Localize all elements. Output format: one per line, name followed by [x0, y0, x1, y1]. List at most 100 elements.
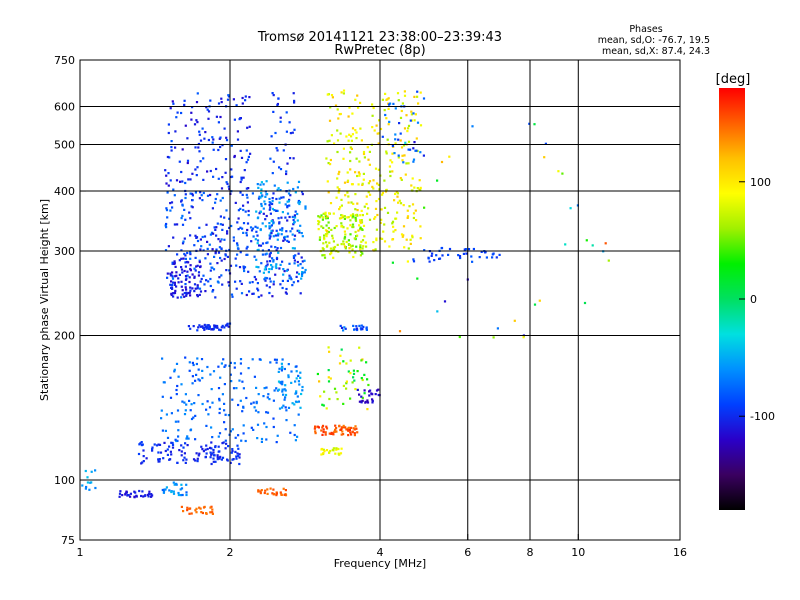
scatter-point: [197, 146, 200, 149]
scatter-point: [228, 248, 231, 252]
scatter-point: [264, 266, 267, 269]
scatter-point: [203, 235, 207, 238]
scatter-point: [258, 358, 261, 361]
scatter-point: [326, 93, 329, 96]
scatter-point: [231, 450, 234, 453]
scatter-point: [279, 283, 282, 286]
scatter-point: [352, 372, 356, 375]
scatter-point: [277, 217, 280, 220]
scatter-point: [366, 146, 369, 149]
scatter-point: [207, 117, 210, 120]
scatter-point: [281, 229, 284, 232]
scatter-point: [228, 217, 231, 220]
scatter-point: [271, 92, 274, 95]
scatter-point: [182, 240, 185, 243]
scatter-point: [175, 482, 178, 485]
scatter-point: [234, 436, 237, 439]
scatter-point: [363, 373, 366, 376]
scatter-point: [313, 427, 316, 430]
scatter-point: [180, 199, 183, 202]
scatter-point: [199, 325, 202, 328]
scatter-point: [171, 271, 174, 274]
scatter-point: [349, 359, 352, 362]
scatter-point: [189, 192, 192, 195]
scatter-point: [195, 507, 198, 510]
scatter-point: [393, 152, 396, 155]
scatter-point: [226, 324, 229, 327]
scatter-point: [236, 444, 239, 447]
scatter-point: [415, 137, 418, 140]
scatter-point: [170, 293, 173, 297]
scatter-point: [284, 494, 288, 497]
scatter-point: [375, 228, 378, 231]
scatter-point: [171, 277, 175, 280]
scatter-point: [205, 512, 208, 515]
scatter-point: [263, 200, 266, 203]
scatter-point: [412, 147, 415, 150]
scatter-point: [368, 150, 371, 153]
scatter-point: [283, 493, 286, 496]
scatter-point: [202, 450, 205, 453]
scatter-point: [221, 393, 224, 396]
scatter-point: [197, 274, 200, 277]
scatter-point: [347, 429, 350, 432]
scatter-point: [379, 221, 382, 224]
scatter-point: [205, 223, 208, 226]
scatter-point: [396, 195, 399, 198]
scatter-point: [339, 354, 342, 357]
scatter-point: [236, 221, 239, 224]
scatter-point: [323, 234, 326, 237]
scatter-point: [361, 247, 364, 250]
scatter-point: [169, 283, 172, 286]
scatter-point: [262, 271, 265, 274]
scatter-point: [206, 400, 209, 403]
scatter-point: [203, 326, 206, 329]
scatter-point: [217, 177, 220, 180]
scatter-point: [235, 455, 238, 458]
scatter-point: [356, 388, 359, 391]
scatter-point: [201, 376, 204, 380]
scatter-point: [230, 224, 233, 228]
scatter-point: [276, 188, 279, 191]
scatter-point: [269, 225, 272, 228]
scatter-point: [357, 183, 360, 186]
scatter-point: [281, 388, 284, 391]
scatter-point: [207, 413, 210, 416]
scatter-point: [428, 260, 431, 263]
scatter-point: [189, 294, 192, 297]
scatter-point: [350, 135, 353, 138]
scatter-point: [326, 230, 329, 233]
scatter-point: [271, 200, 274, 203]
scatter-point: [533, 303, 537, 306]
scatter-point: [353, 237, 356, 240]
scatter-point: [334, 428, 337, 431]
scatter-point: [227, 185, 230, 188]
scatter-point: [412, 216, 415, 220]
scatter-point: [285, 230, 288, 233]
scatter-point: [274, 246, 277, 249]
scatter-point: [382, 230, 385, 233]
scatter-point: [272, 260, 275, 263]
scatter-point: [269, 202, 272, 205]
scatter-point: [223, 216, 226, 219]
scatter-point: [389, 170, 392, 173]
scatter-point: [200, 511, 203, 514]
scatter-point: [253, 255, 256, 258]
scatter-point: [200, 358, 204, 361]
scatter-point: [394, 217, 397, 220]
scatter-point: [513, 319, 516, 322]
scatter-point: [384, 113, 387, 117]
scatter-point: [333, 142, 336, 145]
scatter-point: [371, 114, 374, 117]
scatter-point: [218, 399, 221, 402]
scatter-point: [177, 281, 180, 284]
scatter-point: [243, 169, 246, 172]
scatter-point: [256, 437, 259, 440]
scatter-point: [272, 283, 275, 286]
scatter-point: [180, 505, 183, 508]
scatter-point: [286, 219, 289, 222]
scatter-point: [341, 216, 344, 219]
scatter-point: [495, 256, 498, 259]
scatter-point: [335, 447, 338, 450]
scatter-point: [280, 366, 283, 370]
